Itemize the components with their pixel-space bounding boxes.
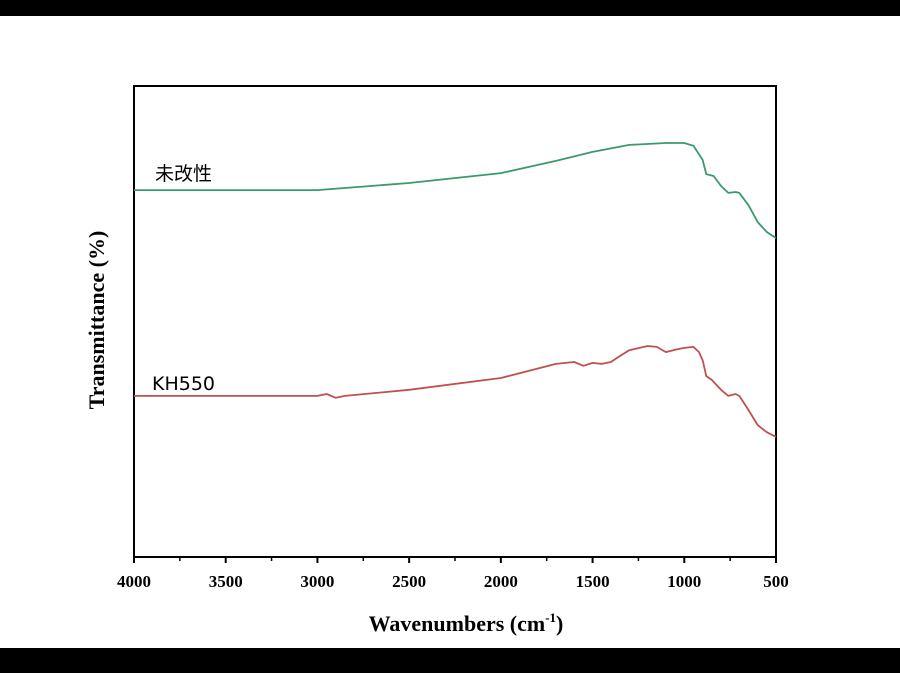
- plot-frame: [133, 85, 777, 558]
- x-tick-label: 3000: [300, 572, 334, 591]
- x-tick-label: 2500: [392, 572, 426, 591]
- bottom-black-bar: [0, 648, 900, 673]
- series-line-unmodified: [134, 142, 777, 239]
- x-tick-label: 4000: [117, 572, 151, 591]
- x-axis-title: Wavenumbers (cm-1): [369, 610, 564, 636]
- series-label-kh550: KH550: [152, 373, 215, 395]
- x-tick-label: 2000: [484, 572, 518, 591]
- top-black-bar: [0, 0, 900, 16]
- x-tick-label: 500: [763, 572, 789, 591]
- x-tick-label: 1000: [667, 572, 701, 591]
- series-label-unmodified: 未改性: [155, 163, 212, 185]
- y-axis-title: Transmittance (%): [84, 231, 109, 410]
- x-tick-label: 3500: [209, 572, 243, 591]
- series-line-kh550: [134, 345, 777, 438]
- x-tick-label: 1500: [576, 572, 610, 591]
